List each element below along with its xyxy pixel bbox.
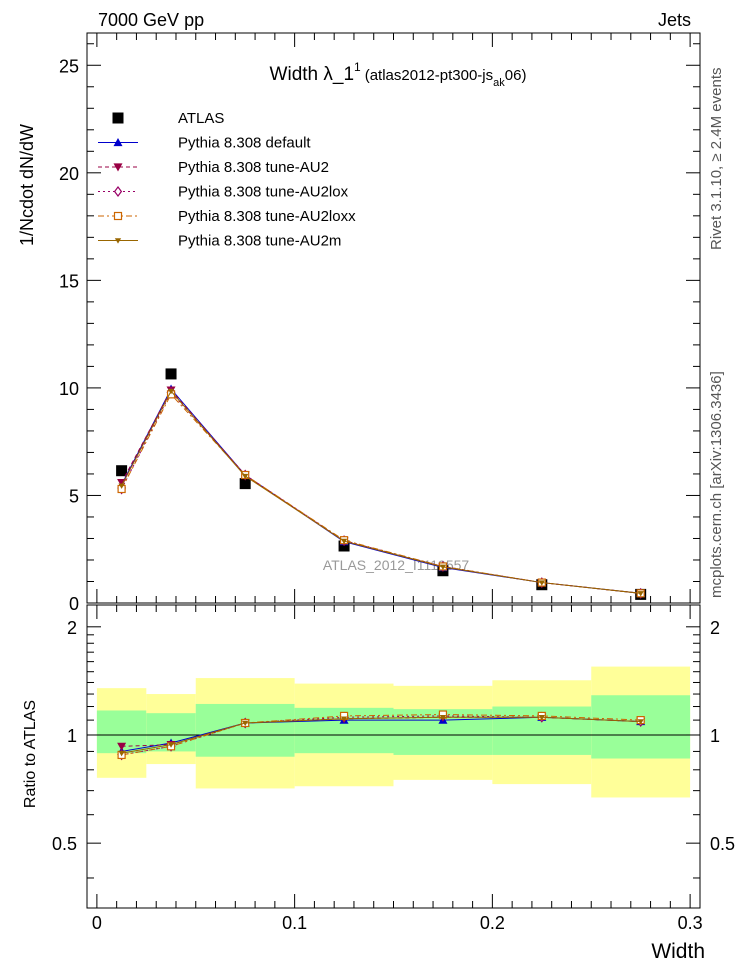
ratio-data-point — [242, 720, 249, 727]
legend-marker — [114, 238, 122, 244]
x-tick-label: 0 — [92, 913, 102, 933]
data-point — [340, 538, 348, 545]
main-y-tick-label: 25 — [59, 56, 79, 76]
legend-marker — [113, 211, 123, 221]
legend-item: ATLAS — [112, 110, 224, 127]
series-pythia-8-308-tune-au2m — [118, 388, 644, 597]
ratio-series-group — [117, 710, 646, 761]
rivet-version-label: Rivet 3.1.10, ≥ 2.4M events — [708, 68, 725, 251]
legend-marker — [113, 186, 123, 197]
main-y-tick-label: 0 — [69, 594, 79, 614]
main-y-axis-label: 1/Ncdot dN/dW — [17, 124, 37, 246]
legend-label: Pythia 8.308 tune-AU2lox — [178, 184, 349, 201]
header-category-label: Jets — [658, 10, 691, 30]
legend-item: Pythia 8.308 default — [98, 135, 311, 152]
legend-item: Pythia 8.308 tune-AU2loxx — [98, 208, 356, 225]
legend-label: Pythia 8.308 default — [178, 135, 311, 152]
ratio-y-tick-label-left: 1 — [67, 726, 77, 746]
ratio-ticks: 0.5 0.5 1 1 2 2 0 0.1 0.2 0.3 — [52, 605, 735, 933]
data-point — [637, 591, 644, 597]
data-point — [242, 473, 249, 480]
analysis-watermark: ATLAS_2012_I1119557 — [323, 557, 470, 573]
legend-label: Pythia 8.308 tune-AU2loxx — [178, 208, 356, 225]
header-collision-label: 7000 GeV pp — [98, 10, 204, 30]
main-plot-frame — [86, 32, 701, 604]
mcplots-label: mcplots.cern.ch [arXiv:1306.3436] — [708, 371, 725, 598]
ratio-y-tick-label-right: 0.5 — [710, 834, 735, 854]
ratio-data-point — [439, 715, 447, 721]
ratio-data-point — [637, 719, 644, 725]
x-axis-label: Width — [651, 940, 705, 963]
data-point — [116, 465, 128, 477]
main-y-tick-label: 20 — [59, 164, 79, 184]
legend-marker — [113, 138, 123, 147]
ratio-data-point — [117, 742, 127, 751]
data-point — [538, 580, 545, 586]
data-point — [118, 483, 125, 489]
ratio-data-point — [340, 716, 348, 722]
data-point — [239, 478, 251, 490]
x-tick-label: 0.3 — [678, 913, 703, 933]
legend-marker — [113, 163, 123, 172]
ratio-inner-band — [195, 703, 295, 757]
legend-marker — [112, 112, 124, 124]
ratio-data-point — [538, 715, 545, 721]
ratio-data-point — [118, 750, 125, 757]
x-tick-label: 0.2 — [480, 913, 505, 933]
legend-item: Pythia 8.308 tune-AU2m — [98, 233, 341, 250]
ratio-y-tick-label-left: 0.5 — [52, 834, 77, 854]
main-series-group — [116, 368, 647, 600]
ratio-data-point — [167, 742, 175, 748]
legend-label: ATLAS — [178, 110, 224, 127]
main-y-tick-label: 15 — [59, 271, 79, 291]
data-point — [165, 368, 177, 380]
ratio-y-axis-label: Ratio to ATLAS — [22, 700, 39, 808]
ratio-y-tick-label-right: 2 — [710, 618, 720, 638]
main-y-tick-label: 10 — [59, 379, 79, 399]
legend: ATLAS Pythia 8.308 default Pythia 8.308 tu… — [98, 110, 356, 250]
legend-label: Pythia 8.308 tune-AU2m — [178, 233, 341, 250]
data-point — [167, 388, 175, 395]
legend-item: Pythia 8.308 tune-AU2lox — [98, 184, 349, 201]
ratio-y-tick-label-left: 2 — [67, 618, 77, 638]
data-point — [439, 564, 447, 571]
main-y-ticks: 0 5 10 15 20 25 — [59, 33, 700, 614]
ratio-plot-frame — [86, 604, 701, 909]
main-y-tick-label: 5 — [69, 486, 79, 506]
legend-label: Pythia 8.308 tune-AU2 — [178, 159, 329, 176]
ratio-y-tick-label-right: 1 — [710, 726, 720, 746]
legend-item: Pythia 8.308 tune-AU2 — [98, 159, 329, 176]
ratio-series-pythia-8-308-tune-au2m — [118, 715, 644, 757]
chart-title: Width λ_11 (atlas2012-pt300-jsak06) — [270, 60, 527, 89]
ratio-uncertainty-bands — [96, 666, 691, 798]
x-tick-label: 0.1 — [282, 913, 307, 933]
